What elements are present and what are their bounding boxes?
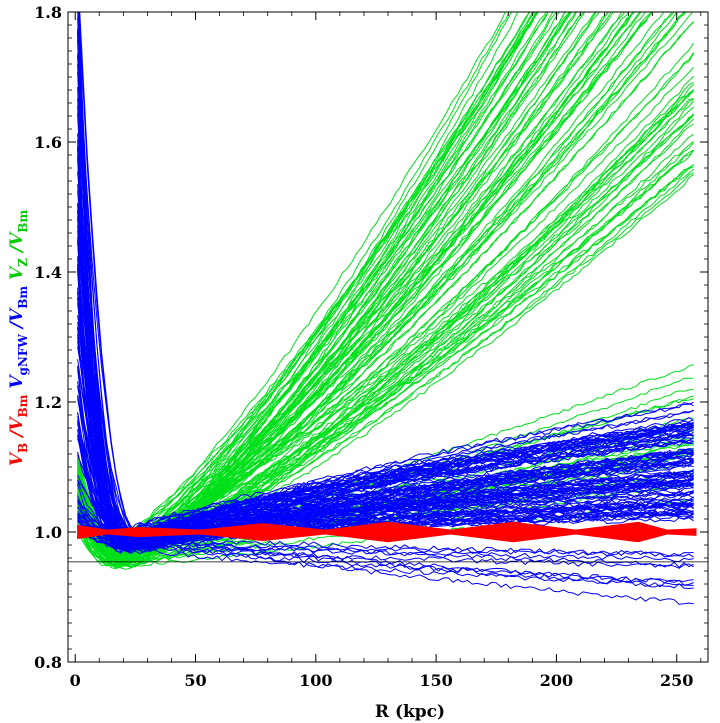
red-series-group bbox=[77, 521, 697, 543]
x-axis-label: R (kpc) bbox=[375, 702, 445, 722]
vgnfw-series-line bbox=[77, 427, 694, 540]
vz-series-line bbox=[77, 12, 538, 554]
x-tick-label: 200 bbox=[540, 671, 573, 690]
y-tick-label: 1.4 bbox=[34, 263, 62, 282]
vz-series-line bbox=[77, 12, 572, 544]
y-tick-label: 0.8 bbox=[34, 653, 62, 672]
vgnfw-series-line bbox=[77, 416, 694, 542]
vgnfw-series-line bbox=[77, 366, 694, 551]
y-tick-label: 1.2 bbox=[34, 393, 62, 412]
vz-series-line bbox=[77, 12, 585, 567]
y-tick-label: 1.6 bbox=[34, 133, 62, 152]
vgnfw-series-line bbox=[77, 385, 694, 588]
y-tick-label: 1.0 bbox=[34, 523, 62, 542]
vgnfw-series-line bbox=[77, 516, 694, 563]
x-tick-label: 150 bbox=[419, 671, 452, 690]
y-axis-ticks: 0.8 1.0 1.2 1.4 1.6 1.8 bbox=[34, 3, 708, 672]
y-axis-label: VB /VBm VgNFW /VBm VZ /VBm bbox=[7, 210, 30, 467]
x-tick-label: 0 bbox=[70, 671, 81, 690]
vgnfw-series-line bbox=[77, 424, 694, 537]
vgnfw-series-line bbox=[77, 321, 694, 555]
y-axis-label-text: VB /VBm VgNFW /VBm VZ /VBm bbox=[7, 210, 30, 467]
vgnfw-series-line bbox=[77, 271, 694, 569]
vgnfw-series-line bbox=[77, 368, 694, 558]
x-tick-label: 100 bbox=[299, 671, 332, 690]
vz-series-line bbox=[77, 12, 654, 543]
vgnfw-series-line bbox=[77, 454, 694, 550]
vz-series-line bbox=[77, 12, 510, 544]
y-tick-label: 1.8 bbox=[34, 3, 62, 22]
x-tick-label: 250 bbox=[660, 671, 693, 690]
vz-series-line bbox=[77, 12, 506, 541]
vz-series-line bbox=[77, 12, 547, 561]
x-axis-ticks: 0 50 100 150 200 250 bbox=[70, 12, 702, 690]
vz-series-line bbox=[77, 12, 535, 544]
vz-series-line bbox=[77, 12, 540, 544]
vz-series-line bbox=[77, 12, 571, 543]
vgnfw-series-line bbox=[77, 514, 694, 584]
vgnfw-series-line bbox=[77, 17, 694, 555]
vgnfw-series-line bbox=[77, 28, 694, 537]
vgnfw-series-line bbox=[77, 209, 694, 557]
vgnfw-series-line bbox=[77, 204, 694, 534]
x-tick-label: 50 bbox=[184, 671, 206, 690]
vgnfw-series-line bbox=[77, 105, 694, 536]
vgnfw-series-line bbox=[77, 526, 694, 569]
